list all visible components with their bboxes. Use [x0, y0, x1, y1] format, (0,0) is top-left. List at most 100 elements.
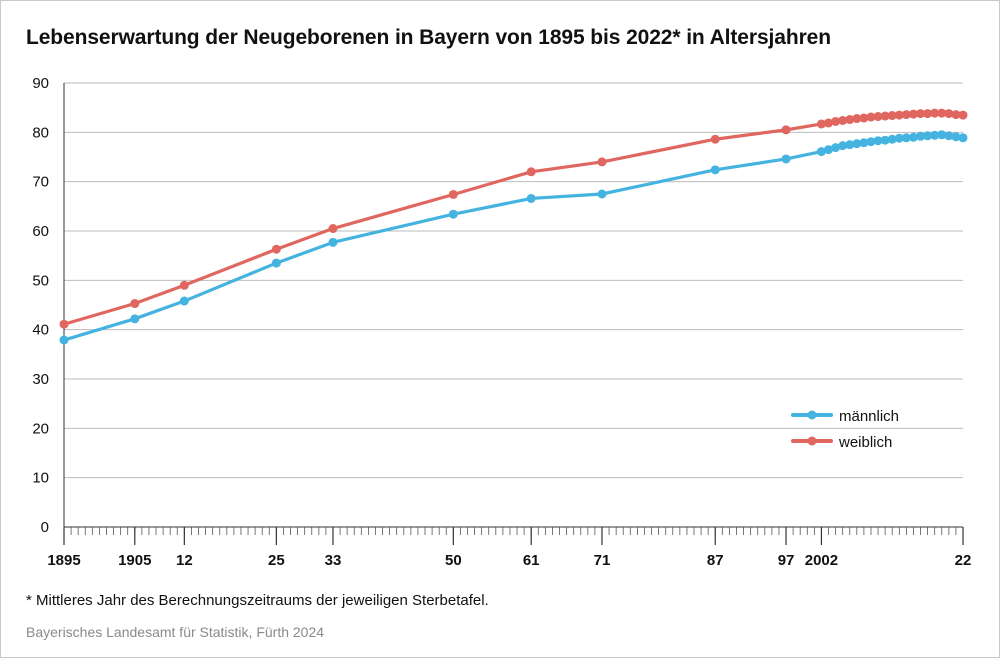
x-tick-label-50: 50 — [445, 552, 462, 569]
legend: männlich weiblich — [791, 408, 899, 451]
y-tick-label-10: 10 — [32, 470, 49, 487]
data-point-weiblich-1912 — [179, 280, 189, 290]
chart-title: Lebenserwartung der Neugeborenen in Baye… — [26, 26, 831, 49]
data-point-maennlich-2019 — [937, 130, 947, 140]
y-tick-label-70: 70 — [32, 174, 49, 191]
data-point-weiblich-2004 — [831, 116, 841, 126]
data-point-maennlich-2009 — [866, 137, 876, 147]
data-point-weiblich-2002 — [816, 119, 826, 129]
data-point-maennlich-2012 — [887, 134, 897, 144]
y-tick-label-30: 30 — [32, 371, 49, 388]
x-tick-label-87: 87 — [707, 552, 724, 569]
x-tick-label-33: 33 — [325, 552, 342, 569]
x-tick-label-2002: 2002 — [805, 552, 838, 569]
data-point-maennlich-1933 — [328, 237, 338, 247]
data-point-weiblich-2018 — [930, 108, 940, 118]
data-point-weiblich-1950 — [448, 189, 458, 199]
data-point-weiblich-2015 — [908, 109, 918, 119]
x-tick-label-61: 61 — [523, 552, 540, 569]
data-point-weiblich-2013 — [894, 110, 904, 120]
data-point-maennlich-2005 — [838, 141, 848, 151]
data-point-weiblich-2017 — [923, 109, 933, 119]
data-point-weiblich-2003 — [824, 118, 834, 128]
data-point-maennlich-2017 — [923, 131, 933, 141]
x-tick-label-22: 22 — [955, 552, 972, 569]
axes — [63, 83, 964, 545]
data-point-maennlich-2011 — [880, 135, 890, 145]
data-point-weiblich-2009 — [866, 112, 876, 122]
legend-marker-maennlich — [807, 410, 817, 420]
data-point-weiblich-1997 — [781, 125, 791, 135]
data-point-weiblich-1933 — [328, 224, 338, 234]
data-point-weiblich-2005 — [838, 115, 848, 125]
data-point-maennlich-1905 — [130, 314, 140, 324]
data-point-maennlich-1971 — [597, 189, 607, 199]
data-point-weiblich-1971 — [597, 157, 607, 167]
data-point-weiblich-2010 — [873, 112, 883, 122]
x-tick-label-71: 71 — [594, 552, 611, 569]
data-point-maennlich-2018 — [930, 130, 940, 140]
data-point-weiblich-2021 — [951, 110, 961, 120]
data-point-maennlich-2022 — [958, 133, 968, 143]
data-point-weiblich-1905 — [130, 299, 140, 309]
data-point-maennlich-2014 — [901, 133, 911, 143]
data-point-weiblich-1961 — [526, 167, 536, 177]
x-tick-label-1895: 1895 — [47, 552, 80, 569]
grid-lines — [64, 82, 963, 479]
data-point-maennlich-2006 — [845, 140, 855, 150]
legend-label-maennlich: männlich — [839, 408, 899, 425]
x-tick-label-12: 12 — [176, 552, 193, 569]
data-point-maennlich-2013 — [894, 133, 904, 143]
data-point-maennlich-1987 — [710, 165, 720, 175]
data-point-maennlich-2020 — [944, 131, 954, 141]
y-axis-tick-labels: 0 10 20 30 40 50 60 70 80 90 — [32, 75, 49, 536]
x-axis-tick-labels: 1895 1905 12 25 33 50 61 71 87 97 2002 22 — [47, 552, 971, 569]
data-point-maennlich-2010 — [873, 136, 883, 146]
data-point-weiblich-2020 — [944, 109, 954, 119]
legend-marker-weiblich — [807, 436, 817, 446]
data-point-weiblich-2007 — [852, 114, 862, 124]
data-point-maennlich-1997 — [781, 154, 791, 164]
data-point-maennlich-1925 — [271, 258, 281, 268]
source-credit: Bayerisches Landesamt für Statistik, Für… — [26, 624, 325, 640]
y-tick-label-60: 60 — [32, 223, 49, 240]
x-tick-label-25: 25 — [268, 552, 285, 569]
data-series — [59, 108, 968, 345]
footnote: * Mittleres Jahr des Berechnungszeitraum… — [26, 592, 489, 609]
y-tick-label-90: 90 — [32, 75, 49, 92]
data-point-maennlich-2021 — [951, 132, 961, 142]
data-point-maennlich-1961 — [526, 193, 536, 203]
y-tick-label-50: 50 — [32, 272, 49, 289]
series-line-weiblich — [62, 111, 965, 326]
y-tick-label-80: 80 — [32, 124, 49, 141]
data-point-weiblich-2011 — [880, 111, 890, 121]
data-point-weiblich-1895 — [59, 319, 69, 329]
data-point-weiblich-2022 — [958, 110, 968, 120]
data-point-weiblich-2006 — [845, 115, 855, 125]
data-point-weiblich-2016 — [916, 109, 926, 119]
x-tick-label-97: 97 — [778, 552, 795, 569]
y-tick-label-0: 0 — [41, 519, 49, 536]
data-point-maennlich-2016 — [916, 131, 926, 141]
data-point-maennlich-1950 — [448, 209, 458, 219]
data-point-maennlich-2002 — [816, 147, 826, 157]
data-point-weiblich-2019 — [937, 108, 947, 118]
data-point-maennlich-2008 — [859, 138, 869, 148]
data-point-weiblich-2008 — [859, 113, 869, 123]
y-tick-label-40: 40 — [32, 322, 49, 339]
legend-label-weiblich: weiblich — [838, 434, 892, 451]
data-point-maennlich-2003 — [824, 145, 834, 155]
series-line-maennlich — [62, 133, 965, 342]
data-point-weiblich-1925 — [271, 244, 281, 254]
data-point-weiblich-2012 — [887, 111, 897, 121]
data-point-maennlich-2007 — [852, 139, 862, 149]
data-point-weiblich-2014 — [901, 110, 911, 120]
data-point-maennlich-2004 — [831, 143, 841, 153]
x-tick-label-1905: 1905 — [118, 552, 151, 569]
y-tick-label-20: 20 — [32, 420, 49, 437]
data-point-maennlich-1912 — [179, 296, 189, 306]
data-point-maennlich-1895 — [59, 335, 69, 345]
data-point-weiblich-1987 — [710, 134, 720, 144]
